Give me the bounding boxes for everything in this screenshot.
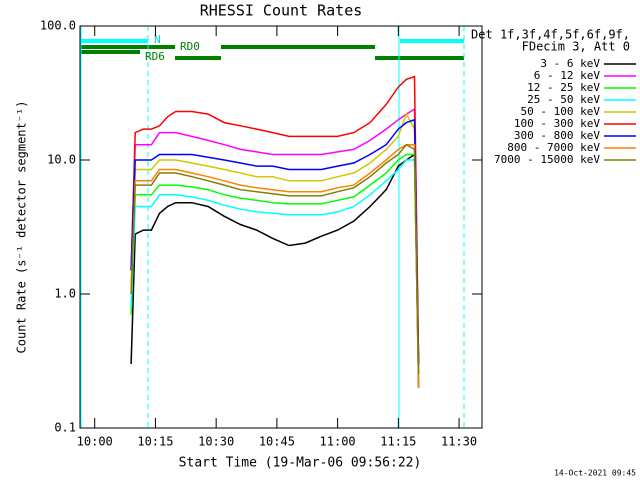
legend-title: FDecim 3, Att 0 — [522, 40, 630, 54]
legend-label: 800 - 7000 keV — [507, 141, 600, 154]
series-line — [130, 75, 420, 365]
series-line — [130, 107, 420, 365]
x-tick-label: 11:15 — [380, 435, 416, 449]
legend-label: 3 - 6 keV — [540, 57, 600, 70]
series-line — [130, 153, 420, 375]
series-line — [130, 159, 420, 375]
series-line — [130, 143, 420, 388]
chart-title: RHESSI Count Rates — [200, 2, 363, 20]
y-tick-label: 0.1 — [54, 421, 76, 435]
legend-label: 300 - 800 keV — [514, 129, 600, 142]
series-line — [130, 143, 420, 375]
annotation: RD6 — [145, 50, 165, 63]
y-tick-label: 10.0 — [47, 153, 76, 167]
y-tick-label: 100.0 — [40, 19, 76, 33]
legend-title: Det 1f,3f,4f,5f,6f,9f, — [471, 28, 630, 42]
legend-label: 6 - 12 keV — [534, 69, 601, 82]
state-bars: N RD0 RD6 — [80, 26, 465, 428]
legend-label: 25 - 50 keV — [527, 93, 600, 106]
plot-frame — [79, 25, 483, 429]
x-tick-label: 10:15 — [137, 435, 173, 449]
annotation: RD0 — [180, 40, 200, 53]
annotation: N — [154, 33, 161, 46]
y-tick-label: 1.0 — [54, 287, 76, 301]
series-line — [130, 153, 420, 388]
x-tick-label: 10:30 — [198, 435, 234, 449]
legend-label: 100 - 300 keV — [514, 117, 600, 130]
y-axis-label: Count Rate (s⁻¹ detector segment⁻¹) — [15, 101, 29, 354]
x-axis-label: Start Time (19-Mar-06 09:56:22) — [179, 456, 422, 471]
series-line — [130, 112, 420, 375]
legend-label: 7000 - 15000 keV — [494, 153, 600, 166]
x-tick-label: 10:00 — [77, 435, 113, 449]
x-tick-label: 11:30 — [441, 435, 477, 449]
legend-label: 50 - 100 keV — [521, 105, 601, 118]
x-tick-label: 11:00 — [320, 435, 356, 449]
legend-label: 12 - 25 keV — [527, 81, 600, 94]
series-line — [130, 118, 420, 365]
footer: 14-Oct-2021 09:45 — [554, 469, 636, 478]
x-tick-label: 10:45 — [259, 435, 295, 449]
